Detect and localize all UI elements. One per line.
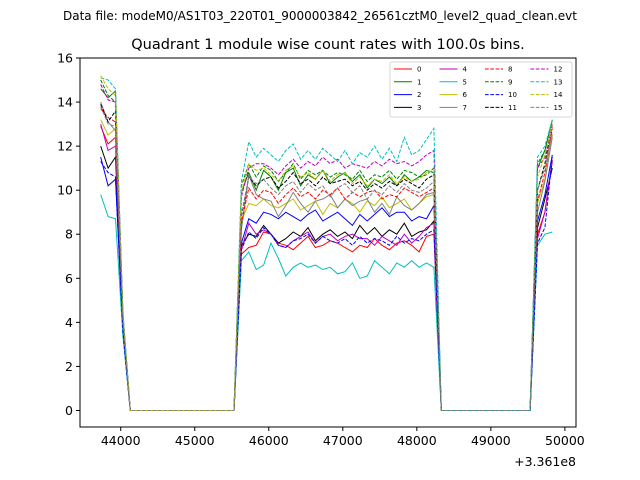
y-tick-label: 0 (65, 403, 73, 418)
axes: 44000 45000 46000 47000 48000 49000 50000 0 2 4 6 8… (57, 51, 585, 449)
x-tick-label: 49000 (471, 433, 511, 448)
suptitle: Data file: modeM0/AS1T03_220T01_90000038… (63, 9, 577, 23)
chart-title: Quadrant 1 module wise count rates with … (131, 37, 525, 53)
y-tick-label: 4 (65, 315, 73, 330)
legend-label-13: 13 (554, 78, 563, 86)
y-tick-label: 16 (57, 51, 73, 66)
y-tick-label: 2 (65, 359, 73, 374)
legend-label-7: 7 (463, 104, 467, 112)
legend-label-4: 4 (463, 66, 468, 74)
legend-label-12: 12 (554, 66, 563, 74)
legend-label-11: 11 (508, 104, 517, 112)
x-offset-label: +3.361e8 (514, 454, 576, 469)
x-tick-label: 46000 (249, 433, 289, 448)
x-tick-label: 47000 (323, 433, 363, 448)
y-tick-label: 12 (57, 139, 73, 154)
legend-label-3: 3 (417, 104, 421, 112)
legend-label-6: 6 (463, 91, 468, 99)
plot-area (100, 75, 553, 411)
legend-label-10: 10 (508, 91, 517, 99)
legend-label-1: 1 (417, 78, 421, 86)
legend-label-8: 8 (508, 66, 512, 74)
x-tick-label: 48000 (397, 433, 437, 448)
y-tick-label: 14 (57, 95, 73, 110)
x-tick-label: 45000 (175, 433, 215, 448)
series-line-15 (100, 106, 553, 411)
legend-label-5: 5 (463, 78, 467, 86)
plot-frame (79, 57, 577, 428)
legend-box (389, 61, 573, 118)
x-tick-label: 50000 (545, 433, 585, 448)
y-tick-label: 6 (65, 271, 73, 286)
series-line-8 (100, 108, 553, 411)
y-tick-label: 10 (57, 183, 73, 198)
legend-label-15: 15 (554, 104, 563, 112)
legend-label-9: 9 (508, 78, 512, 86)
x-tick-label: 44000 (101, 433, 141, 448)
legend-label-2: 2 (417, 91, 421, 99)
y-tick-label: 8 (65, 227, 73, 242)
legend-label-14: 14 (554, 91, 563, 99)
legend-label-0: 0 (417, 66, 421, 74)
